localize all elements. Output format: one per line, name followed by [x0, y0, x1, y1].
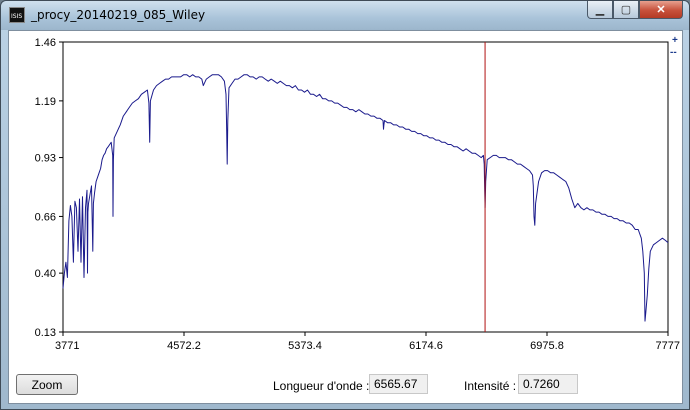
zoom-minus-button[interactable]: --: [670, 47, 677, 58]
spectrum-plot-panel[interactable]: 1.46 1.19 0.93 0.66 0.40 0.13 3771 4572.2 5373.…: [9, 31, 682, 361]
minimize-icon: ▁: [595, 4, 605, 16]
client-area: 1.46 1.19 0.93 0.66 0.40 0.13 3771 4572.2 5373.…: [8, 30, 683, 404]
x-tick-label: 4572.2: [167, 340, 201, 352]
plot-area: [62, 41, 669, 333]
zoom-plus-button[interactable]: +: [672, 35, 678, 46]
window-controls: ▁ ▢ ✕: [587, 1, 683, 20]
status-panel: Zoom Longueur d'onde : 6565.67 Intensité…: [9, 361, 682, 403]
window-title: _procy_20140219_085_Wiley: [31, 8, 206, 22]
spectrum-line: [62, 74, 669, 322]
wavelength-value-field: 6565.67: [369, 374, 428, 394]
intensity-label: Intensité :: [464, 379, 517, 393]
y-tick-label: 1.19: [35, 96, 56, 108]
y-tick-label: 0.66: [35, 211, 56, 223]
close-icon: ✕: [656, 4, 666, 16]
maximize-button[interactable]: ▢: [613, 1, 639, 19]
minimize-button[interactable]: ▁: [587, 1, 613, 19]
wavelength-label: Longueur d'onde :: [273, 379, 370, 393]
y-tick-label: 0.93: [35, 153, 56, 165]
maximize-icon: ▢: [620, 4, 632, 16]
y-tick-label: 1.46: [35, 37, 56, 49]
y-tick-label: 0.13: [35, 327, 56, 339]
isis-app-icon[interactable]: ISIS: [9, 7, 25, 23]
spectrum-chart[interactable]: 1.46 1.19 0.93 0.66 0.40 0.13 3771 4572.2 5373.…: [9, 31, 682, 361]
title-bar[interactable]: ISIS _procy_20140219_085_Wiley ▁ ▢ ✕: [1, 1, 689, 30]
x-tick-label: 5373.4: [288, 340, 322, 352]
y-tick-label: 0.40: [35, 268, 56, 280]
x-tick-label: 3771: [55, 340, 79, 352]
x-tick-label: 6975.8: [530, 340, 564, 352]
zoom-button[interactable]: Zoom: [16, 374, 78, 395]
intensity-value-field: 0.7260: [518, 374, 578, 394]
x-tick-label: 6174.6: [409, 340, 443, 352]
x-tick-label: 7777: [656, 340, 680, 352]
app-icon-label: ISIS: [11, 13, 23, 20]
close-button[interactable]: ✕: [639, 1, 683, 19]
